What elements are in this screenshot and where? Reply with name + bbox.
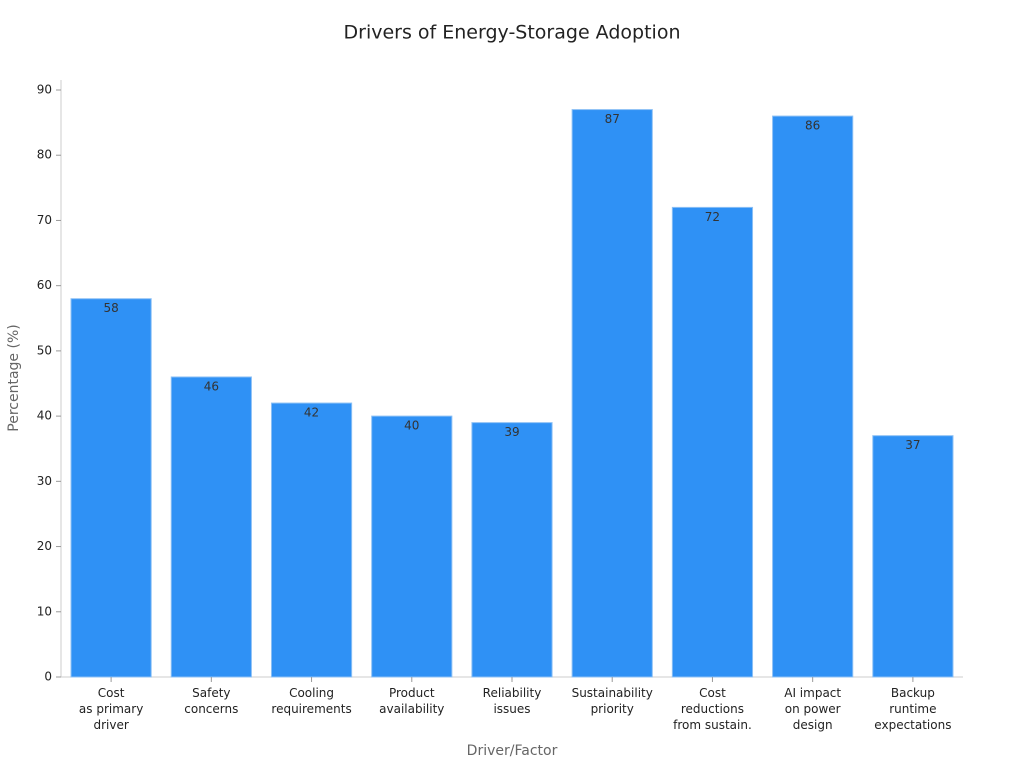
y-tick-label: 80 (37, 148, 52, 162)
bar (170, 376, 252, 678)
value-label: 87 (605, 112, 620, 126)
value-label: 72 (705, 210, 720, 224)
value-label: 42 (304, 406, 319, 420)
bar (872, 435, 954, 678)
y-tick-label: 60 (37, 278, 52, 292)
value-label: 46 (204, 379, 219, 393)
bar (772, 115, 854, 678)
y-tick-label: 40 (37, 409, 52, 423)
bar (471, 422, 553, 678)
bar (270, 402, 353, 678)
bar (671, 206, 754, 678)
x-tick-label: Sustainability priority (572, 686, 653, 716)
value-label: 58 (103, 301, 118, 315)
y-tick-label: 90 (37, 83, 52, 97)
x-tick-label: Cooling requirements (271, 686, 351, 716)
value-label: 86 (805, 119, 820, 133)
x-tick-label: Backup runtime expectations (874, 686, 951, 732)
bar (571, 109, 653, 678)
value-label: 40 (404, 419, 419, 433)
x-tick-label: Reliability issues (483, 686, 542, 716)
y-tick-label: 30 (37, 474, 52, 488)
y-tick-label: 50 (37, 343, 52, 357)
x-tick-label: AI impact on power design (784, 686, 841, 732)
x-axis-title: Driver/Factor (467, 743, 558, 759)
bar (70, 298, 152, 678)
x-tick-label: Safety concerns (184, 686, 238, 716)
y-tick-label: 10 (37, 604, 52, 618)
value-label: 37 (905, 438, 920, 452)
bar (371, 415, 453, 678)
x-tick-label: Cost as primary driver (79, 686, 143, 732)
x-tick-label: Product availability (379, 686, 444, 716)
y-tick-label: 0 (44, 670, 52, 684)
y-axis-title: Percentage (%) (6, 324, 22, 431)
value-label: 39 (504, 425, 519, 439)
y-tick-label: 70 (37, 213, 52, 227)
chart-title: Drivers of Energy-Storage Adoption (344, 22, 681, 44)
y-tick-label: 20 (37, 539, 52, 553)
x-tick-label: Cost reductions from sustain. (673, 686, 752, 732)
